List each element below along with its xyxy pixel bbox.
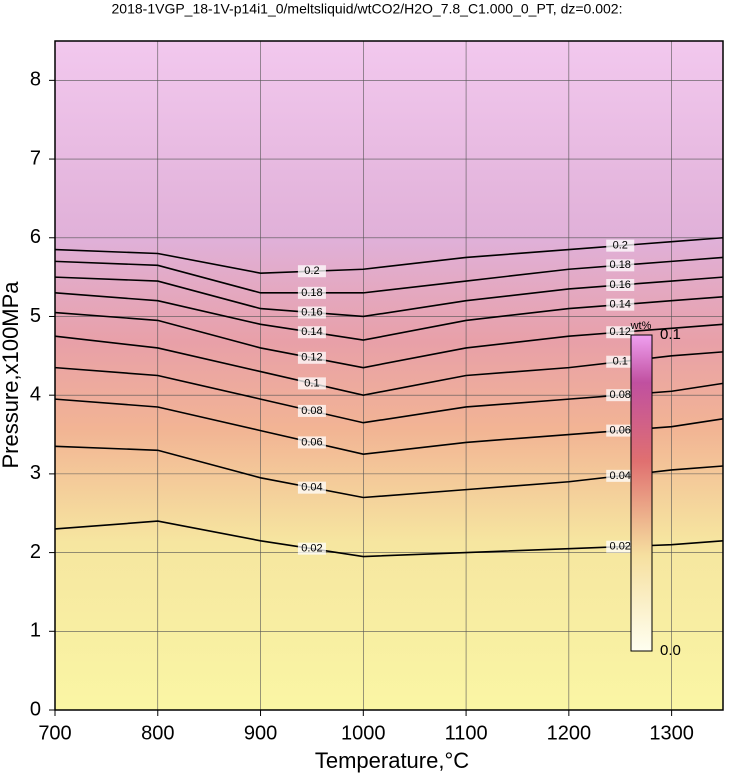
contour-label-bg	[297, 265, 326, 278]
contour-label: 0.04	[610, 470, 631, 482]
contour-line	[54, 311, 724, 369]
contour-label-bg	[297, 542, 326, 555]
contour-label: 0.02	[301, 543, 322, 555]
contour-label: 0.08	[301, 405, 322, 417]
y-tick-label: 3	[30, 462, 41, 484]
plot-background	[55, 41, 723, 710]
contour-label: 0.06	[301, 436, 322, 448]
contour-label: 0.16	[610, 279, 631, 291]
x-tick-label: 900	[244, 722, 277, 744]
y-tick-label: 6	[30, 226, 41, 248]
contour-label: 0.16	[301, 306, 322, 318]
y-tick-label: 0	[30, 698, 41, 720]
contour-label-bg	[606, 424, 635, 437]
contour-line	[54, 398, 724, 456]
contour-label: 0.12	[301, 352, 322, 364]
contour-line	[54, 520, 724, 558]
colorbar-min: 0.0	[660, 642, 681, 659]
x-tick-label: 1000	[341, 722, 386, 744]
contour-label-bg	[606, 239, 635, 252]
contour-label: 0.2	[613, 240, 628, 252]
y-axis-label: Pressure,x100MPa	[0, 281, 23, 469]
contour-label-bg	[606, 389, 635, 402]
contour-label-bg	[606, 469, 635, 482]
contour-line	[54, 335, 724, 396]
contour-label-bg	[297, 326, 326, 339]
contour-line	[54, 276, 724, 318]
x-tick-label: 1100	[445, 722, 488, 744]
plot-frame	[54, 40, 724, 711]
contour-label-bg	[297, 306, 326, 319]
contour-label: 0.14	[301, 326, 322, 338]
contour-label: 0.1	[304, 377, 319, 389]
colorbar	[630, 334, 653, 652]
colorbar-label: wt%	[630, 320, 652, 332]
contour-line	[54, 292, 724, 341]
y-tick-label: 4	[30, 383, 41, 405]
y-tick-label: 2	[30, 541, 41, 563]
contour-label-bg	[606, 298, 635, 311]
contour-label: 0.18	[301, 287, 322, 299]
contour-line	[54, 366, 724, 424]
contour-label: 0.1	[613, 356, 628, 368]
contour-label-bg	[297, 404, 326, 417]
contour-label-bg	[297, 377, 326, 390]
contour-label-bg	[606, 540, 635, 553]
contour-line	[54, 256, 724, 294]
contour-label: 0.06	[610, 425, 631, 437]
contour-label: 0.04	[301, 482, 322, 494]
contour-label-bg	[297, 481, 326, 494]
x-tick-label: 1200	[547, 722, 592, 744]
contour-label-bg	[297, 286, 326, 299]
contour-label-bg	[297, 436, 326, 449]
contour-label: 0.14	[610, 299, 631, 311]
x-tick-label: 700	[38, 722, 71, 744]
contour-label-bg	[606, 326, 635, 339]
contour-label-bg	[606, 278, 635, 291]
y-tick-label: 8	[30, 69, 41, 91]
contour-label: 0.2	[304, 265, 319, 277]
contour-label-bg	[606, 259, 635, 272]
x-axis-label: Temperature,°C	[315, 748, 469, 773]
contours: 0.02 0.02 0.04 0.04 0.06 0.06 0.08 0.08 0.1 0.1 0.…	[54, 236, 724, 558]
y-tick-label: 5	[30, 305, 41, 327]
chart-title: 2018-1VGP_18-1V-p14i1_0/meltsliquid/wtCO…	[112, 1, 623, 17]
y-tick-label: 1	[30, 620, 41, 642]
contour-line	[54, 445, 724, 499]
contour-label: 0.18	[610, 259, 631, 271]
y-tick-label: 7	[30, 147, 41, 169]
colorbar-max: 0.1	[660, 326, 681, 343]
contour-label-bg	[606, 355, 635, 368]
x-tick-label: 800	[141, 722, 174, 744]
x-tick-label: 1300	[649, 722, 694, 744]
contour-label-bg	[297, 351, 326, 364]
contour-label: 0.12	[610, 326, 631, 338]
contour-label: 0.08	[610, 389, 631, 401]
contour-line	[54, 236, 724, 274]
contour-label: 0.02	[610, 541, 631, 553]
